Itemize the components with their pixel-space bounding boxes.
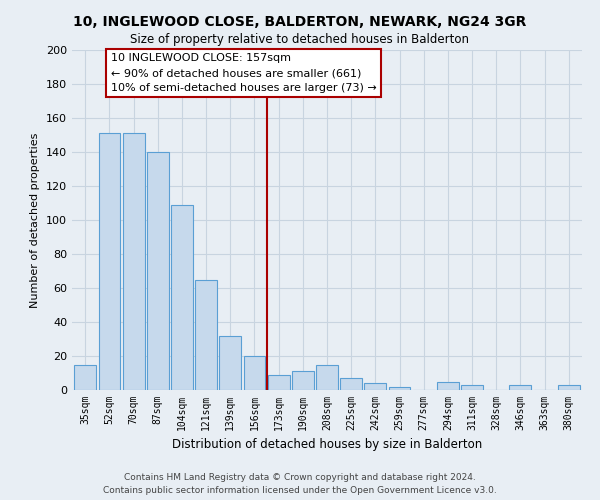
Bar [147, 152, 169, 390]
Bar [195, 280, 217, 390]
Bar [389, 386, 410, 390]
Bar [437, 382, 459, 390]
Bar [268, 374, 290, 390]
Bar [171, 204, 193, 390]
Bar [461, 385, 483, 390]
Text: 10, INGLEWOOD CLOSE, BALDERTON, NEWARK, NG24 3GR: 10, INGLEWOOD CLOSE, BALDERTON, NEWARK, … [73, 15, 527, 29]
Bar [244, 356, 265, 390]
Text: Contains HM Land Registry data © Crown copyright and database right 2024.
Contai: Contains HM Land Registry data © Crown c… [103, 474, 497, 495]
Bar [98, 134, 121, 390]
Bar [123, 134, 145, 390]
Bar [74, 364, 96, 390]
Y-axis label: Number of detached properties: Number of detached properties [31, 132, 40, 308]
Text: Size of property relative to detached houses in Balderton: Size of property relative to detached ho… [131, 32, 470, 46]
Bar [316, 364, 338, 390]
Bar [558, 385, 580, 390]
Bar [364, 383, 386, 390]
Bar [220, 336, 241, 390]
X-axis label: Distribution of detached houses by size in Balderton: Distribution of detached houses by size … [172, 438, 482, 452]
Bar [292, 372, 314, 390]
Bar [340, 378, 362, 390]
Text: 10 INGLEWOOD CLOSE: 157sqm
← 90% of detached houses are smaller (661)
10% of sem: 10 INGLEWOOD CLOSE: 157sqm ← 90% of deta… [110, 54, 376, 93]
Bar [509, 385, 531, 390]
